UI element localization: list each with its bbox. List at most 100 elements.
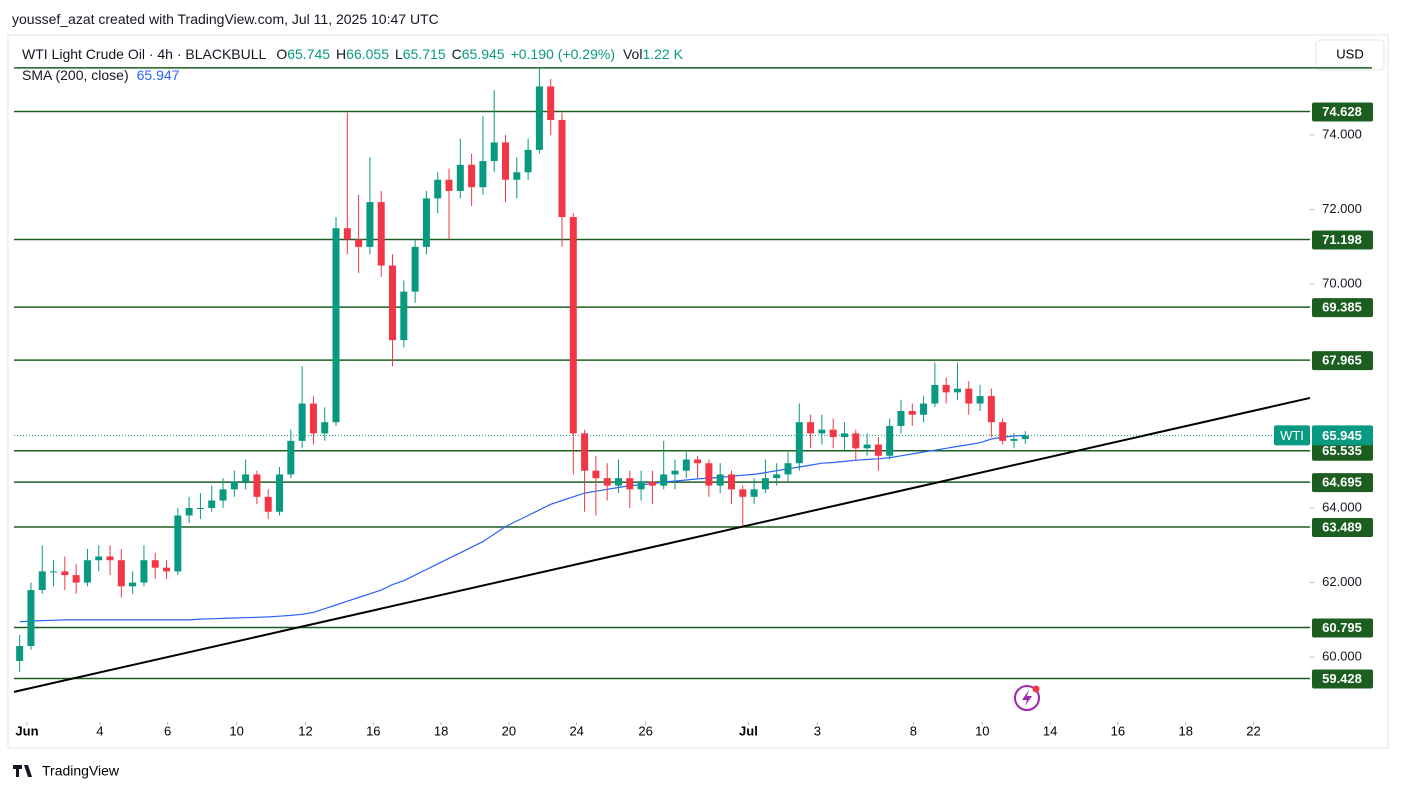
level-label-box xyxy=(1312,518,1373,538)
candle-body xyxy=(716,474,724,486)
field-key: L xyxy=(394,46,403,62)
candle-body xyxy=(614,478,622,486)
candle-body xyxy=(592,470,600,479)
candle-body xyxy=(106,556,114,561)
credit: youssef_azat created with TradingView.co… xyxy=(12,11,439,27)
candle-body xyxy=(151,560,159,568)
candle-body xyxy=(648,481,656,486)
x-tick-label: 10 xyxy=(229,723,243,738)
level-label: 63.489 xyxy=(1322,519,1362,534)
symbol: WTI Light Crude Oil · 4h · BLACKBULL xyxy=(22,46,267,62)
candle-body xyxy=(795,422,803,464)
candle-body xyxy=(626,478,634,490)
candle-body xyxy=(671,470,679,475)
trendline xyxy=(13,396,1311,693)
level-label: 65.535 xyxy=(1322,443,1362,458)
candle-body xyxy=(705,463,713,486)
candle-body xyxy=(38,571,46,591)
candle-body xyxy=(163,567,171,572)
candle-body xyxy=(727,474,735,490)
candle-body xyxy=(321,422,329,434)
y-tick-label: 60.000 xyxy=(1322,649,1362,664)
level-label-box xyxy=(1312,669,1373,689)
candle-body xyxy=(309,403,317,434)
field-value: 65.715 xyxy=(402,46,446,62)
candle-body xyxy=(72,575,80,583)
change-pct: (+0.29%) xyxy=(557,46,615,62)
candle-body xyxy=(219,489,227,501)
candle-body xyxy=(863,444,871,449)
sma-legend: SMA (200, close) 65.947 xyxy=(22,67,179,83)
x-tick-label: Jul xyxy=(739,723,758,738)
candle-body xyxy=(886,425,894,456)
candle-body xyxy=(332,228,340,423)
candle-body xyxy=(513,172,521,180)
candle-body xyxy=(908,411,916,415)
x-tick-label: 16 xyxy=(1111,723,1125,738)
y-tick-label: 74.000 xyxy=(1322,126,1362,141)
candle-body xyxy=(694,459,702,464)
candle-body xyxy=(852,433,860,449)
candle-body xyxy=(174,515,182,572)
x-tick-label: 16 xyxy=(366,723,380,738)
x-tick-label: 18 xyxy=(1178,723,1192,738)
candle-body xyxy=(230,481,238,490)
candle-body xyxy=(1010,438,1018,441)
x-tick-label: 10 xyxy=(975,723,989,738)
candle-body xyxy=(445,179,453,191)
tv-logo xyxy=(13,765,32,777)
current-price: 65.945 xyxy=(1322,428,1362,443)
field-value: 65.945 xyxy=(461,46,505,62)
level-label: 69.385 xyxy=(1322,300,1362,315)
candle-body xyxy=(400,291,408,341)
level-label-box xyxy=(1312,441,1373,461)
candle-body xyxy=(999,422,1007,441)
level-label-box xyxy=(1312,618,1373,638)
candle-body xyxy=(874,444,882,456)
y-tick-label: 70.000 xyxy=(1322,276,1362,291)
x-tick-label: 22 xyxy=(1246,723,1260,738)
candle-body xyxy=(479,161,487,188)
sma-name: SMA (200, close) xyxy=(22,67,129,83)
x-tick-label: 6 xyxy=(164,723,171,738)
field-key: O xyxy=(276,46,288,62)
candle-body xyxy=(953,388,961,393)
x-tick-label: 24 xyxy=(569,723,583,738)
frame xyxy=(7,34,1389,749)
field-value: 66.055 xyxy=(346,46,389,62)
candle-body xyxy=(818,429,826,434)
candle-body xyxy=(773,474,781,479)
candle-body xyxy=(264,496,272,512)
candle-body xyxy=(185,507,193,516)
candle-body xyxy=(196,507,204,509)
candle-body xyxy=(434,179,442,199)
candle-body xyxy=(739,489,747,497)
candle-body xyxy=(242,474,250,482)
candle-body xyxy=(535,86,543,150)
candle-body xyxy=(920,403,928,415)
candle-body xyxy=(27,590,35,647)
candle-body xyxy=(750,489,758,497)
candle-body xyxy=(660,474,668,486)
current-price-box xyxy=(1312,425,1373,446)
level-label-box xyxy=(1312,102,1373,122)
candle-body xyxy=(976,396,984,404)
candle-body xyxy=(569,217,577,434)
current-name-box xyxy=(1274,425,1310,446)
level-label: 64.695 xyxy=(1322,475,1362,490)
x-tick-label: 14 xyxy=(1043,723,1057,738)
candle-body xyxy=(117,560,125,587)
candle-body xyxy=(287,440,295,475)
candle-body xyxy=(987,396,995,423)
field-key: C xyxy=(451,46,462,62)
candle-body xyxy=(931,384,939,404)
candle-body xyxy=(389,265,397,341)
currency-button[interactable] xyxy=(1315,39,1385,71)
volume: 1.22 K xyxy=(642,46,683,62)
alert-icon[interactable] xyxy=(1014,685,1040,711)
field-key: H xyxy=(336,46,347,62)
candle-body xyxy=(784,463,792,475)
currency[interactable]: USD xyxy=(1336,46,1363,61)
candle-body xyxy=(965,388,973,404)
